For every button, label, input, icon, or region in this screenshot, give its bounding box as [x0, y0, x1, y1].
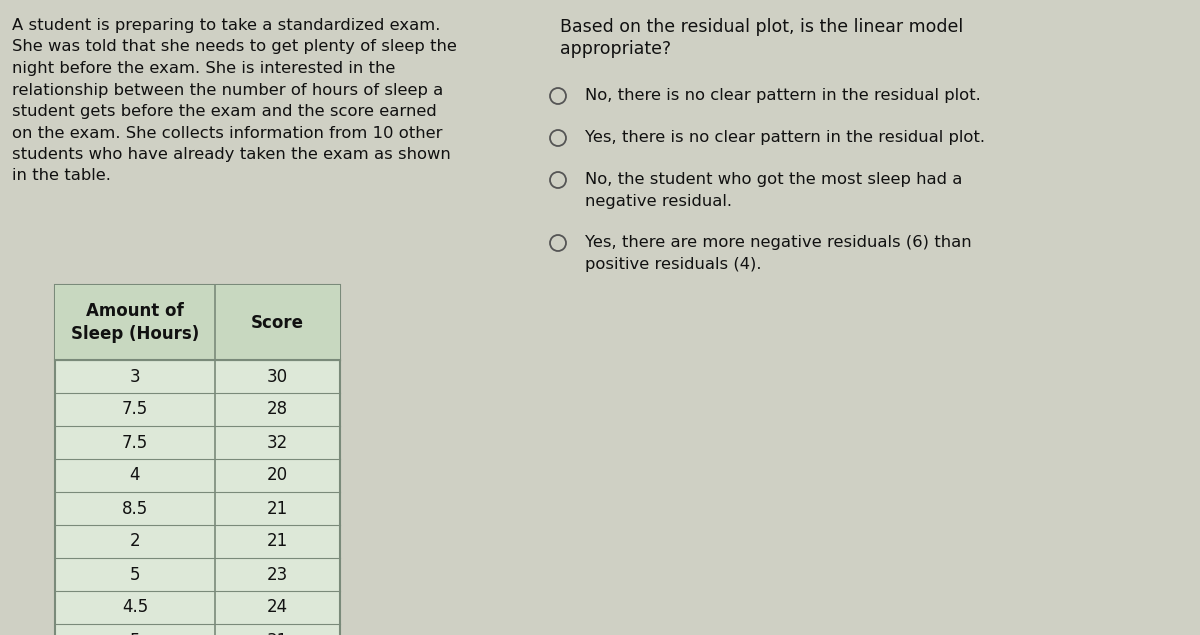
- Text: 21: 21: [266, 500, 288, 518]
- Bar: [55, 285, 340, 360]
- Text: Yes, there is no clear pattern in the residual plot.: Yes, there is no clear pattern in the re…: [586, 130, 985, 145]
- Text: on the exam. She collects information from 10 other: on the exam. She collects information fr…: [12, 126, 443, 140]
- Text: She was told that she needs to get plenty of sleep the: She was told that she needs to get plent…: [12, 39, 457, 55]
- Text: Score: Score: [251, 314, 304, 331]
- Text: 31: 31: [266, 631, 288, 635]
- Text: 24: 24: [266, 599, 288, 617]
- Bar: [55, 285, 340, 635]
- Text: 23: 23: [266, 566, 288, 584]
- Text: in the table.: in the table.: [12, 168, 110, 184]
- Text: 4: 4: [130, 467, 140, 485]
- Text: Amount of
Sleep (Hours): Amount of Sleep (Hours): [71, 302, 199, 343]
- Text: student gets before the exam and the score earned: student gets before the exam and the sco…: [12, 104, 437, 119]
- Text: 5: 5: [130, 566, 140, 584]
- Text: relationship between the number of hours of sleep a: relationship between the number of hours…: [12, 83, 443, 98]
- Text: Yes, there are more negative residuals (6) than
positive residuals (4).: Yes, there are more negative residuals (…: [586, 235, 972, 272]
- Text: 20: 20: [266, 467, 288, 485]
- Text: 28: 28: [266, 401, 288, 418]
- Text: 32: 32: [266, 434, 288, 451]
- Text: appropriate?: appropriate?: [560, 39, 671, 58]
- Text: 21: 21: [266, 533, 288, 551]
- Text: night before the exam. She is interested in the: night before the exam. She is interested…: [12, 61, 395, 76]
- Text: 5: 5: [130, 631, 140, 635]
- Text: 4.5: 4.5: [122, 599, 148, 617]
- Text: 2: 2: [130, 533, 140, 551]
- Text: 3: 3: [130, 368, 140, 385]
- Text: 7.5: 7.5: [122, 401, 148, 418]
- Text: Based on the residual plot, is the linear model: Based on the residual plot, is the linea…: [560, 18, 964, 36]
- Text: No, the student who got the most sleep had a
negative residual.: No, the student who got the most sleep h…: [586, 172, 962, 209]
- Text: No, there is no clear pattern in the residual plot.: No, there is no clear pattern in the res…: [586, 88, 980, 103]
- Text: A student is preparing to take a standardized exam.: A student is preparing to take a standar…: [12, 18, 440, 33]
- Text: students who have already taken the exam as shown: students who have already taken the exam…: [12, 147, 451, 162]
- Text: 30: 30: [266, 368, 288, 385]
- Text: 7.5: 7.5: [122, 434, 148, 451]
- Text: 8.5: 8.5: [122, 500, 148, 518]
